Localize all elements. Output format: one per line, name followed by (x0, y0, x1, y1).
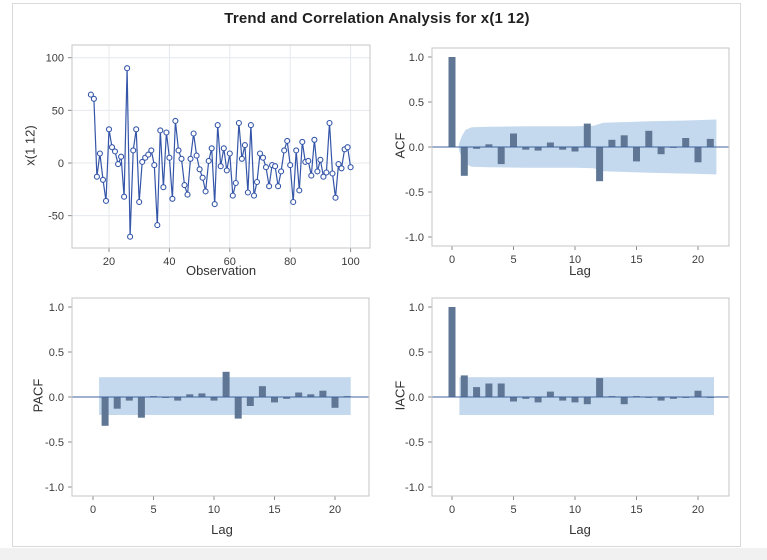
svg-text:100: 100 (341, 256, 359, 268)
svg-text:5: 5 (510, 254, 516, 266)
svg-text:20: 20 (692, 504, 704, 516)
iacf-chart: 1.0 0.5 0.0 -0.5 -1.0 0 5 10 15 20 (405, 297, 730, 516)
trend-x-axis-label: Observation (185, 263, 257, 278)
svg-text:10: 10 (569, 504, 581, 516)
acf-y-axis-label: ACF (392, 132, 408, 159)
svg-text:10: 10 (208, 504, 220, 516)
svg-text:5: 5 (150, 504, 156, 516)
svg-text:0.5: 0.5 (49, 347, 64, 359)
lag-bars (448, 307, 714, 405)
svg-text:15: 15 (268, 504, 280, 516)
svg-text:-0.5: -0.5 (45, 437, 64, 449)
lag-bars (448, 57, 714, 182)
series-line (90, 67, 352, 238)
svg-text:-50: -50 (48, 211, 64, 223)
svg-text:0: 0 (90, 504, 96, 516)
svg-text:0.5: 0.5 (409, 97, 424, 109)
svg-text:0.0: 0.0 (409, 392, 424, 404)
tick-marks (68, 57, 352, 252)
svg-text:20: 20 (103, 256, 115, 268)
tick-marks (428, 56, 699, 250)
trend-series-chart: 100 50 0 -50 20 40 60 80 100 (46, 44, 371, 268)
svg-text:5: 5 (510, 504, 516, 516)
svg-text:50: 50 (52, 105, 64, 117)
plot-frame (71, 297, 370, 497)
trend-y-axis-label: x(1 12) (22, 125, 38, 166)
pacf-chart: 1.0 0.5 0.0 -0.5 -1.0 0 5 10 15 20 (45, 297, 370, 516)
figure-bottom-edge (0, 548, 767, 560)
tick-labels: 100 50 0 -50 20 40 60 80 100 (46, 53, 360, 268)
acf-x-axis-label: Lag (569, 263, 591, 278)
svg-text:40: 40 (163, 256, 175, 268)
figure-border (12, 3, 741, 547)
tick-marks (68, 306, 336, 500)
acf-chart: 1.0 0.5 0.0 -0.5 -1.0 0 5 10 15 20 (405, 47, 730, 266)
iacf-x-axis-label: Lag (569, 522, 591, 537)
svg-text:-1.0: -1.0 (405, 482, 424, 494)
confidence-band (459, 377, 714, 415)
svg-text:20: 20 (329, 504, 341, 516)
svg-text:15: 15 (630, 254, 642, 266)
svg-text:10: 10 (569, 254, 581, 266)
plot-frame (71, 44, 371, 249)
gridlines (72, 45, 370, 248)
pacf-x-axis-label: Lag (211, 522, 233, 537)
svg-text:0.0: 0.0 (409, 142, 424, 154)
svg-text:0: 0 (449, 504, 455, 516)
svg-text:-0.5: -0.5 (405, 187, 424, 199)
svg-text:0: 0 (58, 158, 64, 170)
svg-text:100: 100 (46, 53, 64, 65)
pacf-y-axis-label: PACF (30, 378, 46, 413)
svg-text:15: 15 (630, 504, 642, 516)
tick-labels: 1.0 0.5 0.0 -0.5 -1.0 0 5 10 15 20 (45, 302, 341, 516)
svg-text:0: 0 (449, 254, 455, 266)
plot-frame (431, 47, 730, 247)
svg-text:1.0: 1.0 (409, 302, 424, 314)
svg-text:60: 60 (224, 256, 236, 268)
series-markers (87, 65, 354, 240)
svg-text:0.5: 0.5 (409, 347, 424, 359)
chart-title: Trend and Correlation Analysis for x(1 1… (224, 10, 530, 27)
svg-text:0.0: 0.0 (49, 392, 64, 404)
tick-labels: 1.0 0.5 0.0 -0.5 -1.0 0 5 10 15 20 (405, 302, 704, 516)
plot-frame (431, 297, 730, 497)
tick-marks (428, 306, 699, 500)
svg-text:-1.0: -1.0 (405, 232, 424, 244)
tick-labels: 1.0 0.5 0.0 -0.5 -1.0 0 5 10 15 20 (405, 52, 704, 266)
svg-text:1.0: 1.0 (409, 52, 424, 64)
svg-text:-1.0: -1.0 (45, 482, 64, 494)
iacf-y-axis-label: IACF (392, 380, 408, 411)
svg-text:80: 80 (284, 256, 296, 268)
svg-text:20: 20 (692, 254, 704, 266)
svg-text:1.0: 1.0 (49, 302, 64, 314)
svg-text:-0.5: -0.5 (405, 437, 424, 449)
